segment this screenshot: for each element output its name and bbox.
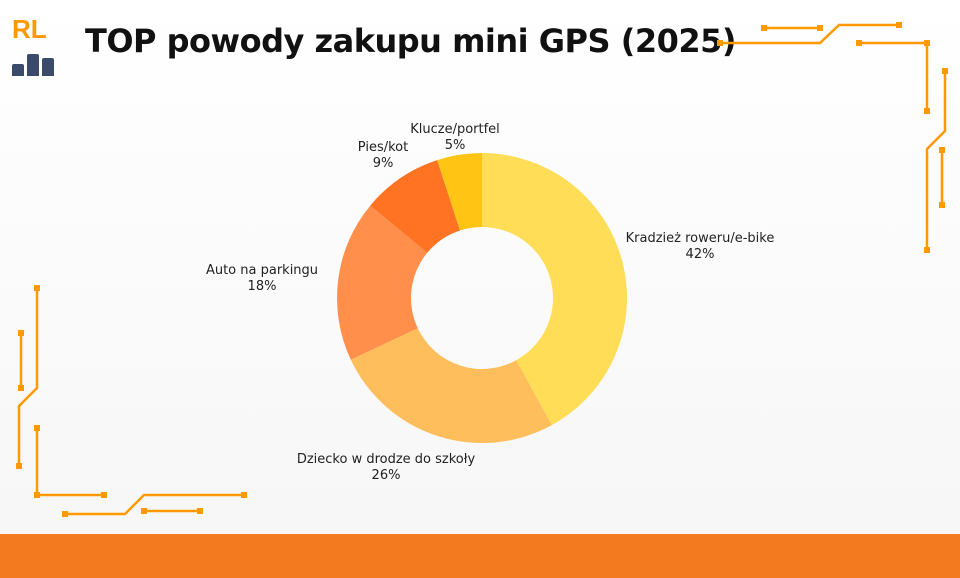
circuit-node <box>18 330 24 336</box>
category-label: Kradzież roweru/e-bike <box>626 231 775 246</box>
category-label: Klucze/portfel <box>410 122 500 137</box>
circuit-node <box>16 463 22 469</box>
circuit-node <box>924 247 930 253</box>
category-label: Auto na parkingu <box>206 263 318 278</box>
slice-3 <box>370 160 461 253</box>
slice-1 <box>350 328 552 443</box>
value-label: 42% <box>686 247 715 262</box>
category-label: Pies/kot <box>358 140 408 155</box>
circuit-node <box>34 425 40 431</box>
value-label: 9% <box>373 156 394 171</box>
circuit-node <box>896 22 902 28</box>
value-label: 26% <box>372 468 401 483</box>
logo-text: RL <box>12 14 47 44</box>
category-label: Dziecko w drodze do szkoły <box>297 452 476 467</box>
circuit-node <box>939 147 945 153</box>
circuit-node <box>34 492 40 498</box>
circuit-node <box>62 511 68 517</box>
footer-bar <box>0 534 960 578</box>
circuit-node <box>34 285 40 291</box>
circuit-node <box>241 492 247 498</box>
slice-label: Kradzież roweru/e-bike 42% <box>626 231 775 262</box>
slice-2 <box>337 205 428 360</box>
logo-bar <box>42 58 54 76</box>
slice-0 <box>482 153 628 426</box>
logo-bar <box>27 54 39 76</box>
circuit-node <box>924 108 930 114</box>
circuit-node <box>717 40 723 46</box>
circuit-node <box>817 25 823 31</box>
value-label: 5% <box>445 138 466 153</box>
circuit-node <box>924 40 930 46</box>
slice-label: Dziecko w drodze do szkoły 26% <box>297 452 476 483</box>
page-title: TOP powody zakupu mini GPS (2025) <box>85 22 737 60</box>
logo-bar <box>12 64 24 76</box>
circuit-node <box>197 508 203 514</box>
logo: RL <box>12 14 58 76</box>
slice-4 <box>437 153 482 231</box>
circuit-node <box>856 40 862 46</box>
circuit-node <box>761 25 767 31</box>
circuit-node <box>141 508 147 514</box>
slice-label: Klucze/portfel 5% <box>410 122 500 153</box>
circuit-node <box>18 385 24 391</box>
slice-label: Auto na parkingu 18% <box>206 263 318 294</box>
circuit-node <box>939 202 945 208</box>
circuit-node <box>942 68 948 74</box>
value-label: 18% <box>248 279 277 294</box>
slice-label: Pies/kot 9% <box>358 140 408 171</box>
circuit-node <box>101 492 107 498</box>
